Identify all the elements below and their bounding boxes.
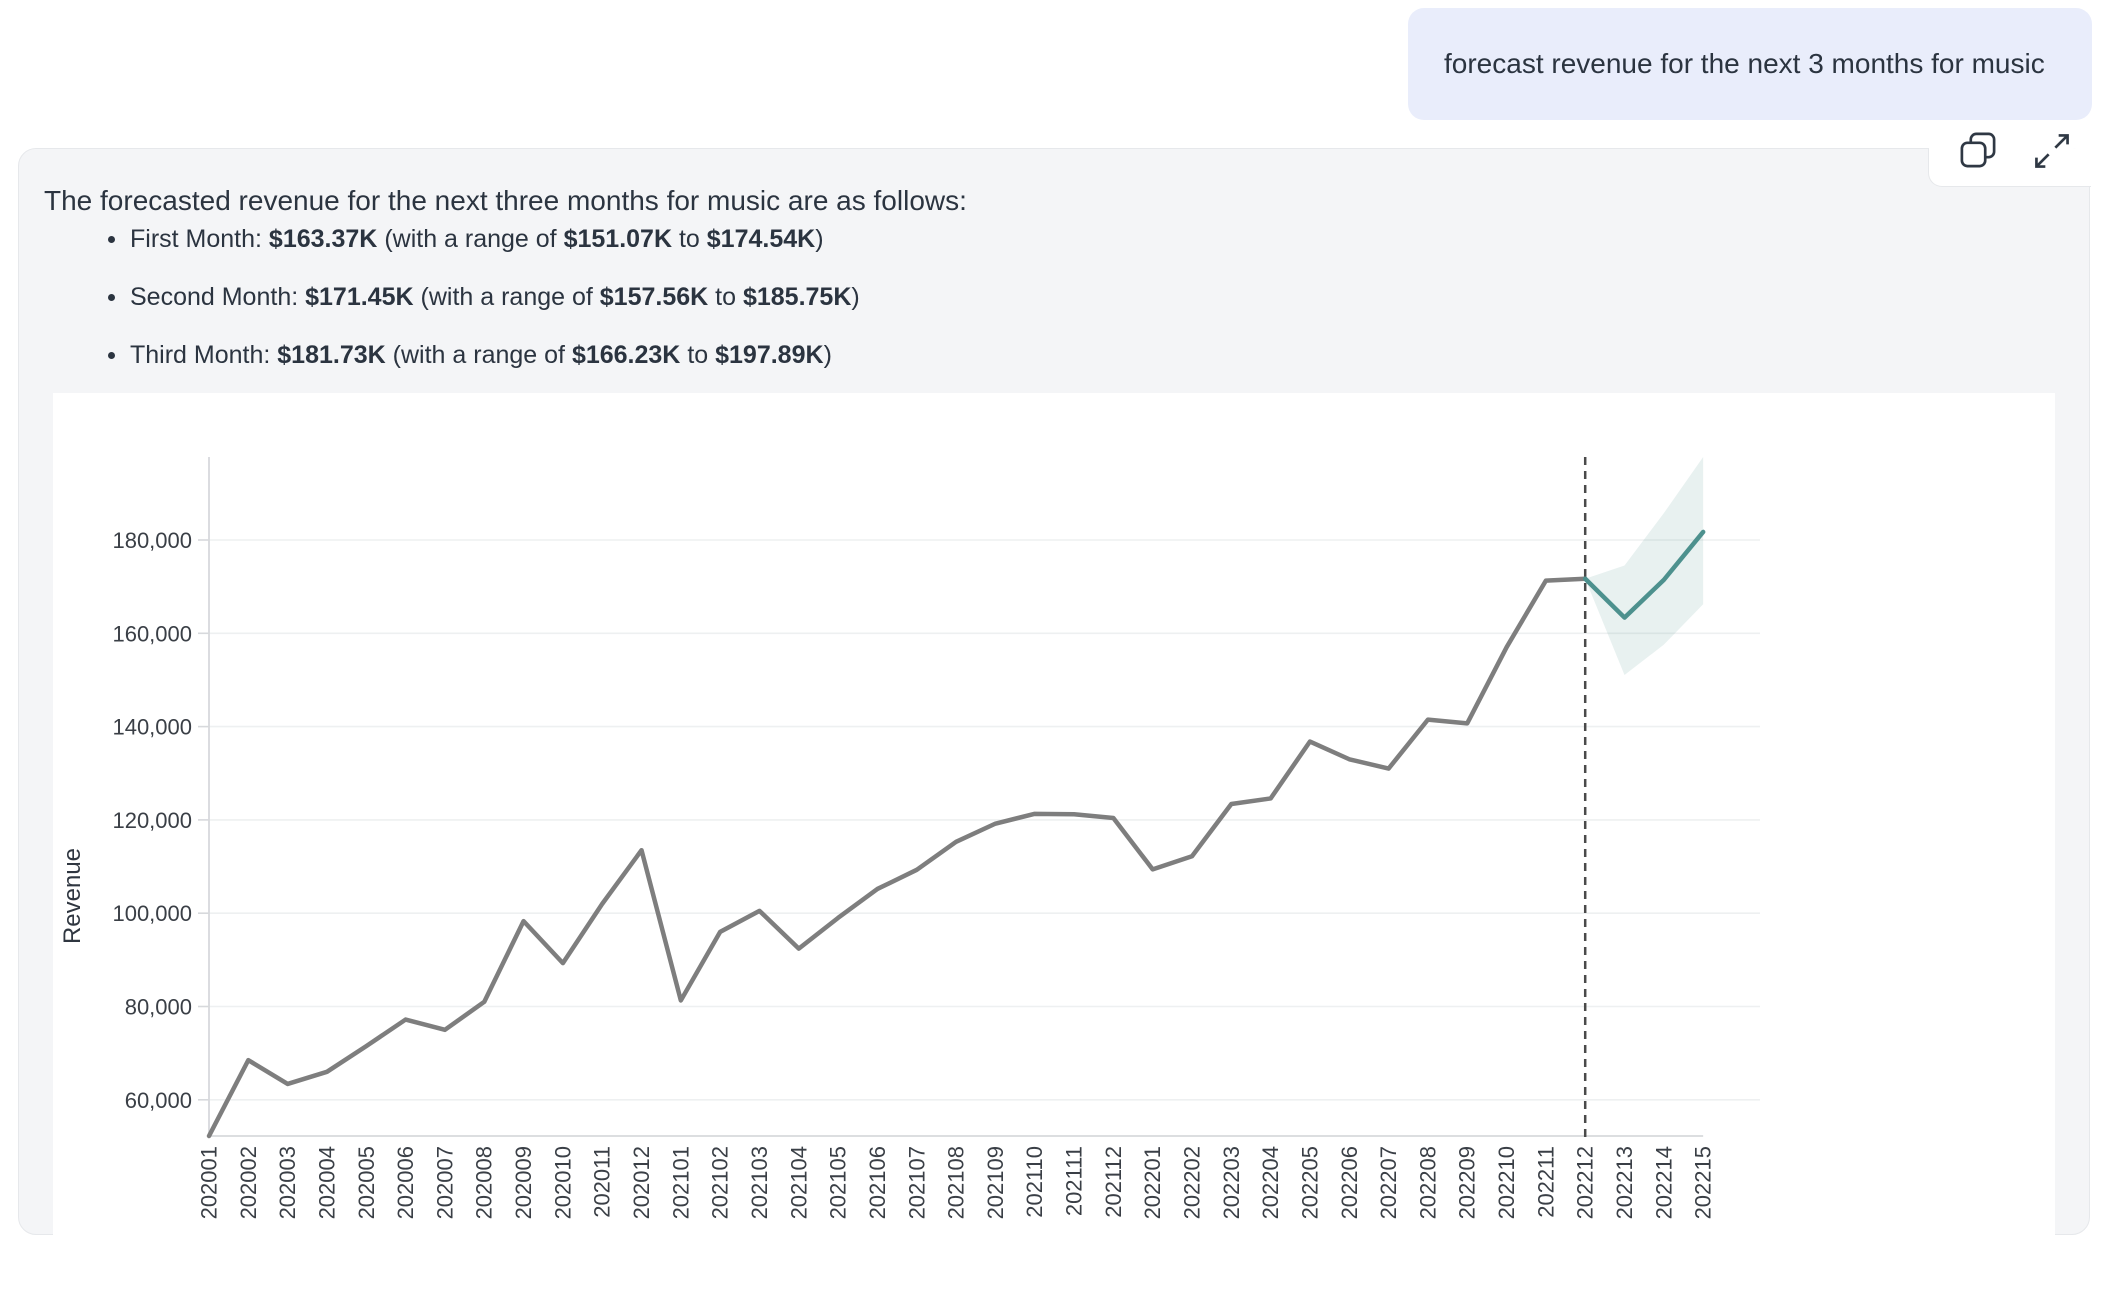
x-tick-label: 202010 [550, 1146, 575, 1219]
x-tick-label: 202209 [1455, 1146, 1480, 1219]
y-tick-label: 120,000 [112, 808, 192, 833]
x-tick-label: 202109 [983, 1146, 1008, 1219]
x-tick-label: 202215 [1691, 1146, 1716, 1219]
forecast-summary-list: First Month: $163.37K (with a range of $… [108, 226, 860, 400]
x-tick-label: 202102 [708, 1146, 733, 1219]
revenue-forecast-chart: 60,000 80,000 100,000 120,000 140,000 160,000… [53, 393, 2055, 1235]
x-tick-label: 202005 [354, 1146, 379, 1219]
x-tick-label: 202011 [590, 1146, 615, 1218]
y-tick-label: 60,000 [125, 1088, 192, 1113]
forecast-summary-intro: The forecasted revenue for the next thre… [44, 185, 967, 216]
x-tick-label: 202008 [472, 1146, 497, 1219]
x-tick-label: 202201 [1140, 1146, 1165, 1219]
x-tick-label: 202211 [1533, 1146, 1558, 1218]
x-tick-label: 202110 [1022, 1146, 1047, 1218]
user-query-bubble: forecast revenue for the next 3 months f… [1408, 8, 2092, 120]
x-tick-label: 202208 [1415, 1146, 1440, 1219]
bullet-range-open: (with a range of [392, 341, 572, 369]
x-tick-label: 202206 [1337, 1146, 1362, 1219]
x-tick-label: 202210 [1494, 1146, 1519, 1219]
bullet-range-open: (with a range of [384, 225, 564, 253]
forecast-confidence-band [1585, 457, 1704, 675]
x-tick-label: 202004 [314, 1146, 339, 1219]
bullet-low: $151.07K [563, 225, 673, 253]
bullet-to: to [708, 283, 743, 311]
x-tick-label: 202101 [668, 1146, 693, 1219]
bullet-label: Third Month: [130, 341, 278, 369]
x-tick-label: 202108 [944, 1146, 969, 1219]
x-tick-label: 202103 [747, 1146, 772, 1219]
x-tick-label: 202106 [865, 1146, 890, 1219]
y-tick-label: 160,000 [112, 621, 192, 646]
bullet-range-open: (with a range of [420, 283, 600, 311]
x-tick-label: 202214 [1651, 1146, 1676, 1219]
card-corner-notch [1928, 148, 2091, 187]
bullet-to: to [672, 225, 707, 253]
bullet-high: $197.89K [715, 341, 824, 369]
bullet-range-close: ) [851, 283, 860, 311]
y-tick-label: 100,000 [112, 901, 192, 926]
history-line [206, 576, 1588, 1139]
bullet-label: Second Month: [130, 283, 306, 311]
x-tick-label: 202112 [1101, 1146, 1126, 1218]
bullet-high: $174.54K [706, 225, 816, 253]
y-tick-label: 180,000 [112, 528, 192, 553]
x-tick-label: 202003 [275, 1146, 300, 1219]
y-tick-label: 80,000 [125, 995, 192, 1020]
x-tick-label: 202012 [629, 1146, 654, 1219]
bullet-value: $163.37K [268, 225, 378, 253]
bullet-value: $181.73K [277, 341, 386, 369]
bullet-high: $185.75K [742, 283, 852, 311]
y-axis-title: Revenue [59, 848, 86, 944]
x-tick-label: 202203 [1219, 1146, 1244, 1219]
y-tick-label: 140,000 [112, 715, 192, 740]
x-tick-label: 202002 [236, 1146, 261, 1219]
x-tick-label: 202202 [1180, 1146, 1205, 1219]
list-item: Third Month: $181.73K (with a range of $… [108, 342, 860, 369]
x-tick-label: 202205 [1297, 1146, 1322, 1219]
bullet-value: $171.45K [305, 283, 414, 311]
bullet-label: First Month: [130, 225, 269, 253]
copy-icon [1960, 132, 1996, 168]
x-tick-label: 202009 [511, 1146, 536, 1219]
bullet-low: $157.56K [599, 283, 709, 311]
x-tick-label: 202006 [393, 1146, 418, 1219]
x-tick-label: 202104 [786, 1146, 811, 1219]
bullet-to: to [680, 341, 716, 369]
x-tick-label: 202107 [904, 1146, 929, 1219]
list-item: First Month: $163.37K (with a range of $… [108, 226, 860, 253]
x-tick-label: 202204 [1258, 1146, 1283, 1219]
bullet-range-close: ) [815, 225, 824, 253]
bullet-range-close: ) [823, 341, 832, 369]
x-tick-label: 202105 [826, 1146, 851, 1219]
chart-canvas: 60,000 80,000 100,000 120,000 140,000 160,000… [59, 457, 1760, 1219]
x-tick-label: 202213 [1612, 1146, 1637, 1219]
x-tick-label: 202007 [432, 1146, 457, 1219]
x-tick-label: 202207 [1376, 1146, 1401, 1219]
user-query-text: forecast revenue for the next 3 months f… [1444, 48, 2045, 79]
x-tick-label: 202001 [197, 1146, 222, 1219]
x-tick-label: 202212 [1573, 1146, 1598, 1219]
copy-button[interactable] [1958, 130, 1998, 170]
expand-button[interactable] [2032, 131, 2072, 171]
expand-icon [2035, 134, 2069, 168]
forecast-line [1582, 529, 1706, 620]
x-tick-label: 202111 [1062, 1146, 1087, 1216]
bullet-low: $166.23K [571, 341, 681, 369]
list-item: Second Month: $171.45K (with a range of … [108, 284, 860, 311]
